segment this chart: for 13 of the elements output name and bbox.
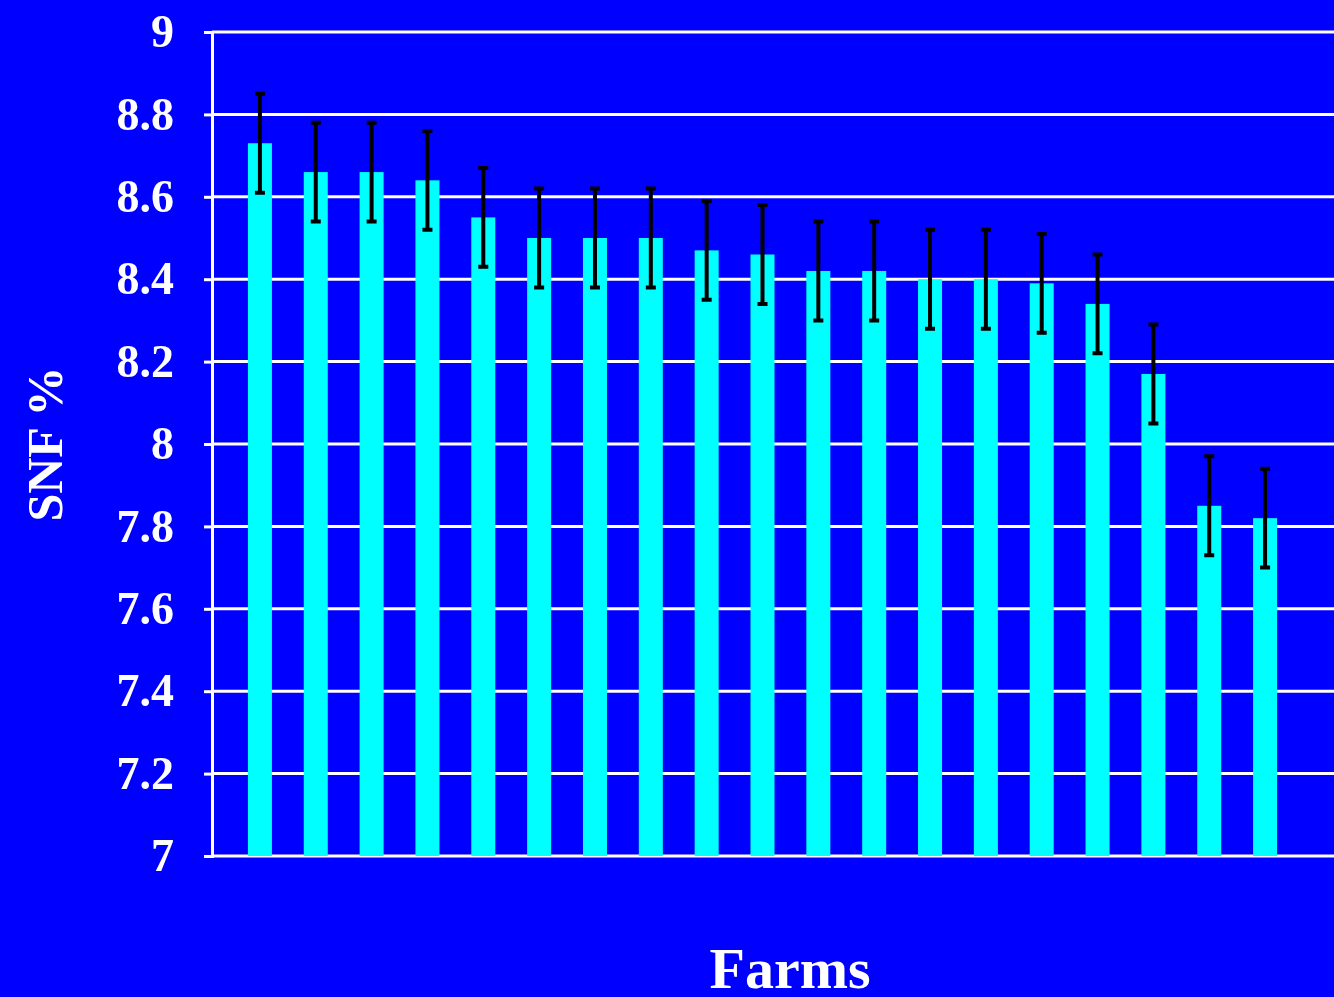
y-tick-label: 7.2	[116, 747, 174, 799]
y-tick-label: 7.8	[116, 500, 174, 552]
y-tick-label: 8	[151, 418, 174, 470]
x-axis-title: Farms	[709, 936, 871, 997]
y-tick-label: 7.4	[116, 665, 174, 717]
y-tick-label: 9	[151, 6, 174, 58]
y-tick-label: 8.4	[116, 253, 174, 305]
y-tick-label: 7.6	[116, 583, 174, 635]
y-tick-label: 8.6	[116, 171, 174, 223]
y-tick-label: 7	[151, 830, 174, 882]
y-tick-label: 8.8	[116, 88, 174, 140]
y-axis-title: SNF %	[17, 366, 73, 522]
y-tick-label: 8.2	[116, 335, 174, 387]
